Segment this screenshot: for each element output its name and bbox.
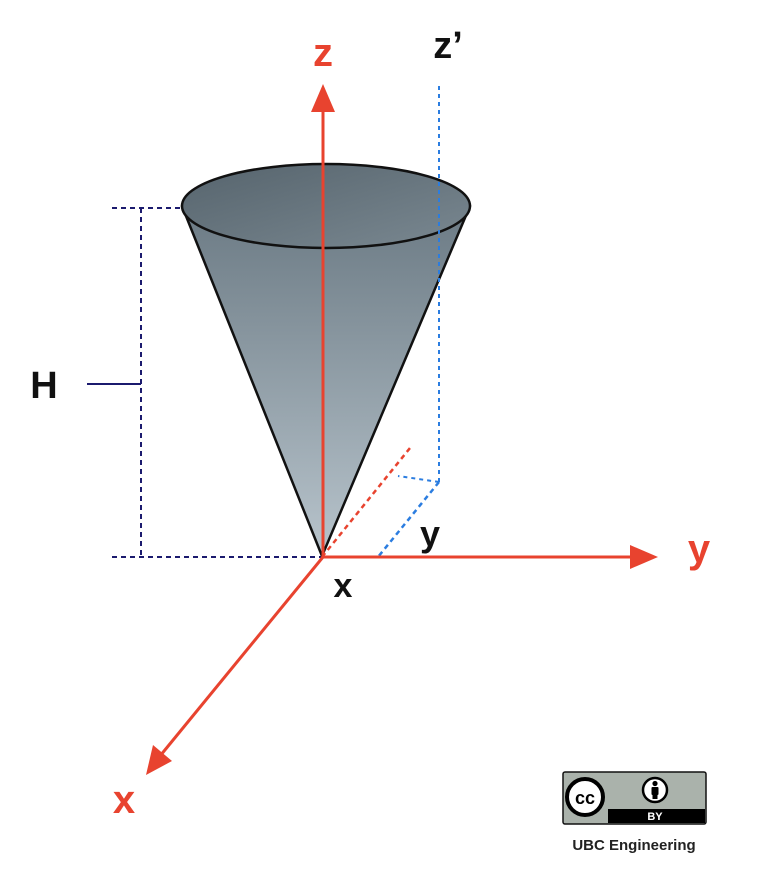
z-axis-label: z — [313, 31, 333, 75]
cone-top-ellipse — [180, 162, 472, 250]
cc-by-badge: cc BY — [562, 771, 707, 825]
cc-text: cc — [575, 788, 595, 808]
cone-body — [180, 204, 472, 558]
axes — [146, 84, 658, 775]
x-origin-label: x — [334, 567, 353, 605]
z-prime-label: z’ — [433, 25, 463, 67]
x-offset-dashed-line — [397, 475, 440, 483]
height-dimension — [87, 207, 322, 558]
z-prime-construction — [377, 86, 440, 558]
y-axis-label: y — [688, 527, 711, 571]
height-label: H — [30, 365, 57, 407]
cc-icon — [565, 777, 605, 817]
credit-text: UBC Engineering — [572, 837, 695, 854]
y-offset-dashed-line — [377, 481, 440, 558]
y-distance-label: y — [420, 513, 440, 554]
x-axis-arrowhead — [146, 745, 172, 775]
y-axis-arrowhead — [630, 545, 658, 569]
x-axis-label: x — [113, 778, 135, 822]
x-axis-line — [158, 556, 325, 757]
by-text: BY — [647, 811, 663, 823]
badge-bottom-band — [605, 809, 705, 823]
z-axis-arrowhead — [311, 84, 335, 112]
attribution-person-icon — [641, 776, 669, 804]
